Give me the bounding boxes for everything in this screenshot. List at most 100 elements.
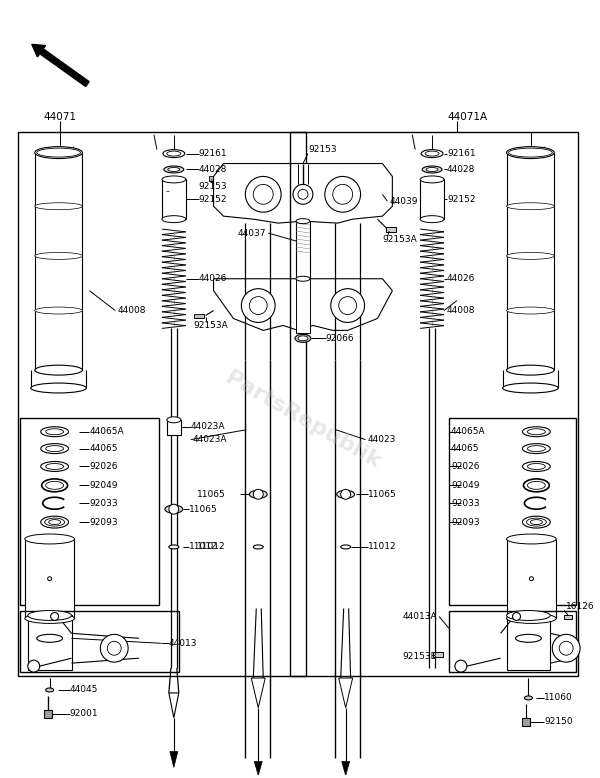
Text: 92026: 92026: [451, 462, 479, 471]
Circle shape: [100, 634, 128, 662]
Ellipse shape: [422, 166, 442, 173]
Ellipse shape: [296, 276, 310, 281]
Ellipse shape: [506, 203, 554, 210]
Text: 11060: 11060: [544, 693, 573, 703]
Circle shape: [293, 184, 313, 205]
Circle shape: [107, 641, 121, 655]
Circle shape: [341, 489, 350, 499]
Text: 92093: 92093: [89, 517, 118, 527]
Circle shape: [552, 634, 580, 662]
Bar: [296, 279, 310, 334]
Text: 44023A: 44023A: [193, 435, 227, 444]
Bar: [167, 420, 181, 435]
Text: 92049: 92049: [451, 481, 479, 490]
Circle shape: [50, 612, 59, 620]
Ellipse shape: [526, 518, 547, 526]
Ellipse shape: [515, 634, 541, 643]
Text: 11065: 11065: [189, 505, 217, 513]
Ellipse shape: [527, 446, 545, 451]
Circle shape: [339, 296, 356, 314]
Ellipse shape: [527, 482, 545, 489]
Ellipse shape: [42, 479, 68, 492]
Ellipse shape: [165, 505, 183, 513]
Text: 92152: 92152: [199, 194, 227, 204]
Text: 92033: 92033: [89, 499, 118, 508]
Polygon shape: [170, 752, 178, 767]
Ellipse shape: [506, 307, 554, 314]
Text: 44071A: 44071A: [447, 112, 487, 122]
Ellipse shape: [506, 252, 554, 259]
Bar: [506, 539, 556, 619]
Text: 44028: 44028: [199, 165, 227, 174]
Ellipse shape: [35, 203, 82, 210]
Ellipse shape: [25, 614, 74, 623]
Ellipse shape: [298, 336, 308, 341]
Text: 44026: 44026: [199, 274, 227, 283]
Bar: [420, 180, 444, 219]
Circle shape: [529, 576, 533, 580]
Ellipse shape: [167, 151, 181, 156]
Text: 44065: 44065: [451, 444, 479, 453]
Text: 92066: 92066: [326, 334, 355, 343]
Text: 11012: 11012: [189, 542, 217, 552]
Ellipse shape: [35, 365, 82, 375]
Polygon shape: [169, 693, 179, 718]
Text: 44028: 44028: [447, 165, 475, 174]
Bar: [449, 611, 576, 672]
Ellipse shape: [35, 146, 82, 159]
Ellipse shape: [41, 443, 68, 454]
Ellipse shape: [168, 167, 180, 171]
Ellipse shape: [420, 176, 444, 183]
Ellipse shape: [253, 545, 263, 549]
Text: 92153A: 92153A: [194, 321, 229, 330]
Circle shape: [169, 504, 179, 514]
Bar: [506, 615, 550, 670]
Bar: [296, 221, 310, 279]
Ellipse shape: [524, 696, 532, 700]
Circle shape: [241, 289, 275, 322]
Bar: [25, 539, 74, 619]
Ellipse shape: [35, 307, 82, 314]
Polygon shape: [339, 678, 353, 708]
Ellipse shape: [44, 518, 65, 526]
Polygon shape: [341, 762, 350, 776]
Ellipse shape: [337, 490, 355, 498]
Ellipse shape: [46, 429, 64, 435]
Text: 11065: 11065: [197, 490, 226, 499]
Ellipse shape: [250, 490, 267, 498]
Polygon shape: [254, 762, 262, 776]
Bar: [18, 131, 306, 676]
Text: 44008: 44008: [447, 306, 475, 315]
Bar: [290, 131, 578, 676]
Ellipse shape: [25, 534, 74, 544]
Text: PartsRepublik: PartsRepublik: [222, 367, 384, 472]
Text: 44065A: 44065A: [451, 427, 485, 436]
Bar: [209, 177, 218, 181]
Circle shape: [512, 612, 520, 620]
Text: 92150: 92150: [544, 717, 573, 726]
Text: 44023: 44023: [368, 435, 396, 444]
Bar: [194, 314, 203, 318]
Circle shape: [245, 177, 281, 212]
Text: 92026: 92026: [89, 462, 118, 471]
Bar: [564, 615, 572, 619]
Bar: [449, 418, 576, 605]
Circle shape: [28, 661, 40, 672]
Ellipse shape: [162, 216, 186, 223]
Ellipse shape: [37, 634, 62, 643]
Ellipse shape: [167, 417, 181, 422]
Ellipse shape: [509, 148, 552, 157]
Text: 44065: 44065: [89, 444, 118, 453]
Ellipse shape: [426, 167, 438, 171]
Ellipse shape: [169, 545, 179, 549]
Text: 92093: 92093: [451, 517, 479, 527]
Ellipse shape: [503, 383, 558, 393]
Text: 92153A: 92153A: [382, 234, 417, 244]
Ellipse shape: [164, 166, 184, 173]
Ellipse shape: [37, 148, 80, 157]
Ellipse shape: [420, 216, 444, 223]
Text: 44045: 44045: [70, 685, 98, 695]
Text: 44023A: 44023A: [191, 422, 225, 431]
Circle shape: [47, 576, 52, 580]
Ellipse shape: [46, 688, 53, 692]
